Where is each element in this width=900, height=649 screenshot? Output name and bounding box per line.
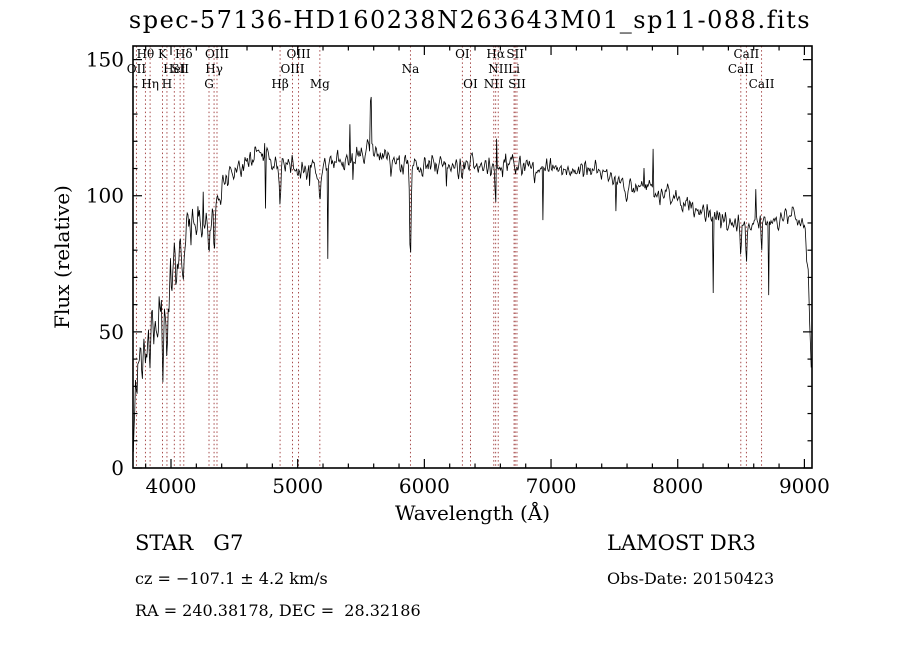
spectral-line-label: NII [484, 77, 504, 91]
x-tick-label: 8000 [652, 474, 703, 498]
spectral-line-label: SII [506, 47, 524, 61]
spectral-line-label: H [162, 77, 172, 91]
spectral-line-label: CaII [749, 77, 775, 91]
obs-date-text: Obs-Date: 20150423 [607, 569, 775, 588]
spectral-line-label: G [204, 77, 214, 91]
spectral-line-label: OII [127, 62, 147, 76]
spectral-line-label: NII [488, 62, 508, 76]
x-tick-label: 7000 [526, 474, 577, 498]
spectral-line-label: Hγ [205, 62, 223, 76]
x-axis-label: Wavelength (Å) [394, 501, 551, 525]
spectral-line-label: Hθ [137, 47, 155, 61]
y-tick-label: 50 [99, 320, 124, 344]
y-tick-label: 150 [86, 48, 124, 72]
spectral-line-label: Mg [310, 77, 330, 91]
spectral-line-label: SII [171, 62, 189, 76]
x-tick-label: 4000 [146, 474, 197, 498]
spectral-line-label: HeI [163, 62, 186, 76]
spectrum-trace [132, 96, 812, 452]
spectral-line-label: Li [508, 62, 520, 76]
spectral-line-label: CaII [733, 47, 759, 61]
x-tick-label: 5000 [272, 474, 323, 498]
spectral-line-label: OIII [287, 47, 311, 61]
spectral-line-label: OIII [205, 47, 229, 61]
x-tick-label: 9000 [779, 474, 830, 498]
spectral-line-label: OI [455, 47, 470, 61]
ra-dec-text: RA = 240.38178, DEC = 28.32186 [135, 601, 421, 620]
axis-frame [132, 45, 813, 469]
y-tick-label: 0 [111, 456, 124, 480]
spectral-line-label: Hη [141, 77, 159, 91]
spectral-line-label: Hα [486, 47, 505, 61]
x-tick-label: 6000 [399, 474, 450, 498]
spectral-line-label: OI [463, 77, 478, 91]
y-tick-label: 100 [86, 184, 124, 208]
plot-title: spec-57136-HD160238N263643M01_sp11-088.f… [128, 6, 812, 34]
spectral-line-label: SII [508, 77, 526, 91]
spectral-line-label: CaII [728, 62, 754, 76]
spectral-line-label: Na [402, 62, 420, 76]
spectral-line-label: K [158, 47, 168, 61]
spectral-line-label: Hβ [271, 77, 288, 91]
classification-text: STAR G7 [135, 531, 244, 555]
spectral-line-label: OIII [280, 62, 304, 76]
survey-release-text: LAMOST DR3 [607, 531, 756, 555]
radial-velocity-text: cz = −107.1 ± 4.2 km/s [135, 569, 328, 588]
spectral-line-label: Hδ [175, 47, 193, 61]
